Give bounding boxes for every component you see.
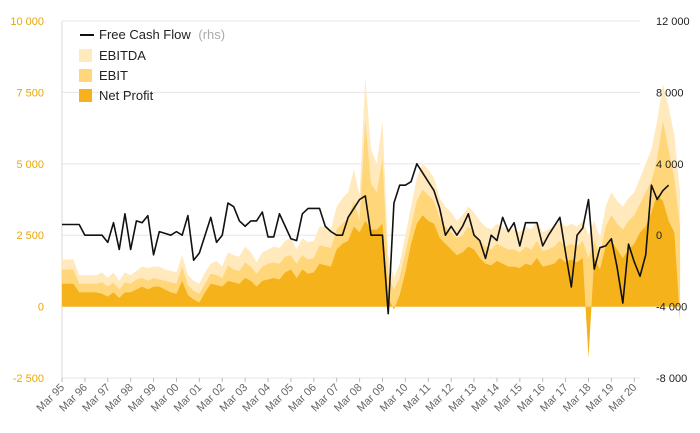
left-tick-label-1: 7 500 xyxy=(16,87,44,99)
right-axis: 12 000 8 000 4 000 0 -4 000 -8 000 xyxy=(656,16,690,385)
right-tick-label-5: -8 000 xyxy=(656,373,687,385)
left-tick-label-4: 0 xyxy=(38,302,44,314)
area-ebit xyxy=(62,120,681,307)
right-tick-label-1: 8 000 xyxy=(656,87,684,99)
right-tick-label-0: 12 000 xyxy=(656,16,690,28)
legend-fcf-text: Free Cash Flow xyxy=(99,27,191,42)
legend-label-ebit: EBIT xyxy=(99,68,128,83)
legend-swatch-ebit xyxy=(79,69,92,82)
legend-swatch-net-profit xyxy=(79,89,92,102)
left-tick-label-3: 2 500 xyxy=(16,230,44,242)
legend: Free Cash Flow (rhs) EBITDA EBIT Net Pro… xyxy=(79,27,225,103)
legend-label-fcf: Free Cash Flow (rhs) xyxy=(99,27,225,42)
legend-fcf-suffix: (rhs) xyxy=(198,27,225,42)
left-tick-label-5: -2 500 xyxy=(13,373,44,385)
line-series-group xyxy=(62,163,670,315)
right-tick-label-4: -4 000 xyxy=(656,302,687,314)
right-tick-label-3: 0 xyxy=(656,230,662,242)
legend-swatch-ebitda xyxy=(79,49,92,62)
area-series-group xyxy=(62,78,681,359)
area-net-profit xyxy=(62,195,681,359)
legend-label-net-profit: Net Profit xyxy=(99,88,154,103)
line-free-cash-flow xyxy=(62,163,670,315)
left-axis: 10 000 7 500 5 000 2 500 0 -2 500 xyxy=(10,16,44,385)
left-tick-label-0: 10 000 xyxy=(10,16,44,28)
legend-label-ebitda: EBITDA xyxy=(99,48,146,63)
left-tick-label-2: 5 000 xyxy=(16,159,44,171)
right-tick-label-2: 4 000 xyxy=(656,159,684,171)
